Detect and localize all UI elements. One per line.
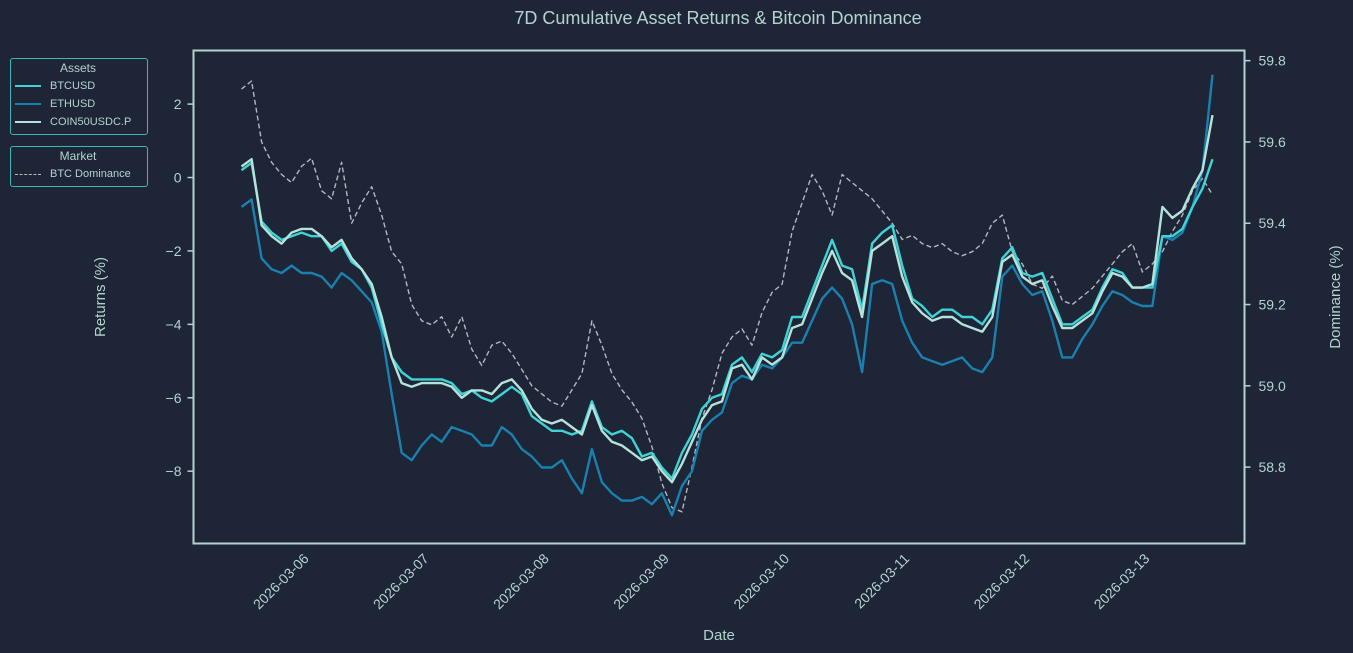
x-axis-label: Date	[703, 627, 735, 644]
y2-tick-label: 59.4	[1259, 215, 1286, 231]
legend-market: Market BTC Dominance	[10, 146, 148, 187]
x-tick-label: 2026-03-10	[730, 550, 792, 612]
legend-item-btc-dominance[interactable]: BTC Dominance	[15, 165, 141, 183]
x-tick-label: 2026-03-11	[851, 550, 912, 611]
plot-frame	[192, 49, 1246, 545]
legend-label: BTC Dominance	[50, 168, 131, 180]
legend-label: ETHUSD	[50, 98, 96, 110]
y-tick-label: 2	[174, 96, 182, 112]
y2-tick-label: 59.8	[1259, 53, 1286, 69]
y-axis-label: Returns (%)	[92, 257, 109, 337]
legend-item-ethusd[interactable]: ETHUSD	[15, 95, 141, 113]
y-axis-right: 59.8 59.6 59.4 59.2 59.0 58.8	[1244, 53, 1286, 475]
x-tick-label: 2026-03-12	[970, 550, 1032, 612]
y2-tick-label: 59.2	[1259, 297, 1286, 313]
x-tick-label: 2026-03-09	[610, 550, 672, 612]
series-line-coin50usdc-p	[240, 114, 1214, 484]
y-tick-label: −8	[166, 463, 182, 479]
y-tick-label: −6	[166, 390, 182, 406]
y2-tick-label: 59.0	[1259, 378, 1286, 394]
y2-tick-label: 58.8	[1259, 459, 1286, 475]
chart-title: 7D Cumulative Asset Returns & Bitcoin Do…	[514, 8, 921, 28]
y2-tick-label: 59.6	[1259, 134, 1286, 150]
legend-item-btcusd[interactable]: BTCUSD	[15, 77, 141, 95]
legend-label: BTCUSD	[50, 80, 96, 92]
legend-title: Market	[59, 149, 97, 163]
y-tick-label: −2	[166, 243, 182, 259]
x-tick-label: 2026-03-13	[1091, 550, 1153, 612]
series-line-ethusd	[240, 74, 1214, 517]
y-axis-left: 2 0 −2 −4 −6 −8	[166, 96, 194, 479]
legend-title: Assets	[59, 61, 96, 75]
line-swatch-icon	[15, 85, 41, 87]
x-axis: 2026-03-06 2026-03-07 2026-03-08 2026-03-09…	[250, 550, 1153, 612]
x-tick-label: 2026-03-07	[370, 550, 432, 612]
line-swatch-icon	[15, 103, 41, 105]
y-tick-label: 0	[174, 170, 182, 186]
series-line-btc-dominance	[241, 80, 1214, 513]
x-tick-label: 2026-03-06	[250, 550, 312, 612]
y-tick-label: −4	[166, 316, 182, 332]
dashed-line-swatch-icon	[15, 173, 41, 175]
y2-axis-label: Dominance (%)	[1327, 245, 1344, 348]
line-swatch-icon	[15, 121, 41, 123]
legend-label: COIN50USDC.P	[50, 116, 132, 128]
series-line-btcusd	[240, 158, 1214, 480]
x-tick-label: 2026-03-08	[490, 550, 552, 612]
legend-assets: Assets BTCUSD ETHUSD COIN50USDC.P	[10, 58, 148, 135]
series-layer	[240, 74, 1214, 517]
legend-item-coin50[interactable]: COIN50USDC.P	[15, 113, 141, 131]
